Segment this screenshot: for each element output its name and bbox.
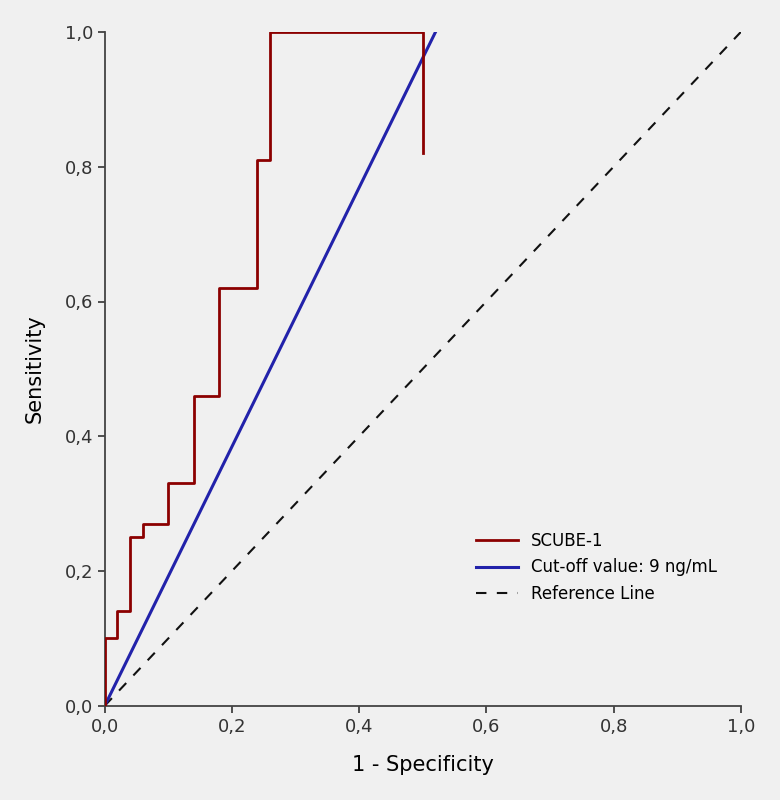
- Y-axis label: Sensitivity: Sensitivity: [25, 314, 45, 423]
- Legend: SCUBE-1, Cut-off value: 9 ng/mL, Reference Line: SCUBE-1, Cut-off value: 9 ng/mL, Referen…: [470, 526, 724, 610]
- X-axis label: 1 - Specificity: 1 - Specificity: [352, 755, 494, 775]
